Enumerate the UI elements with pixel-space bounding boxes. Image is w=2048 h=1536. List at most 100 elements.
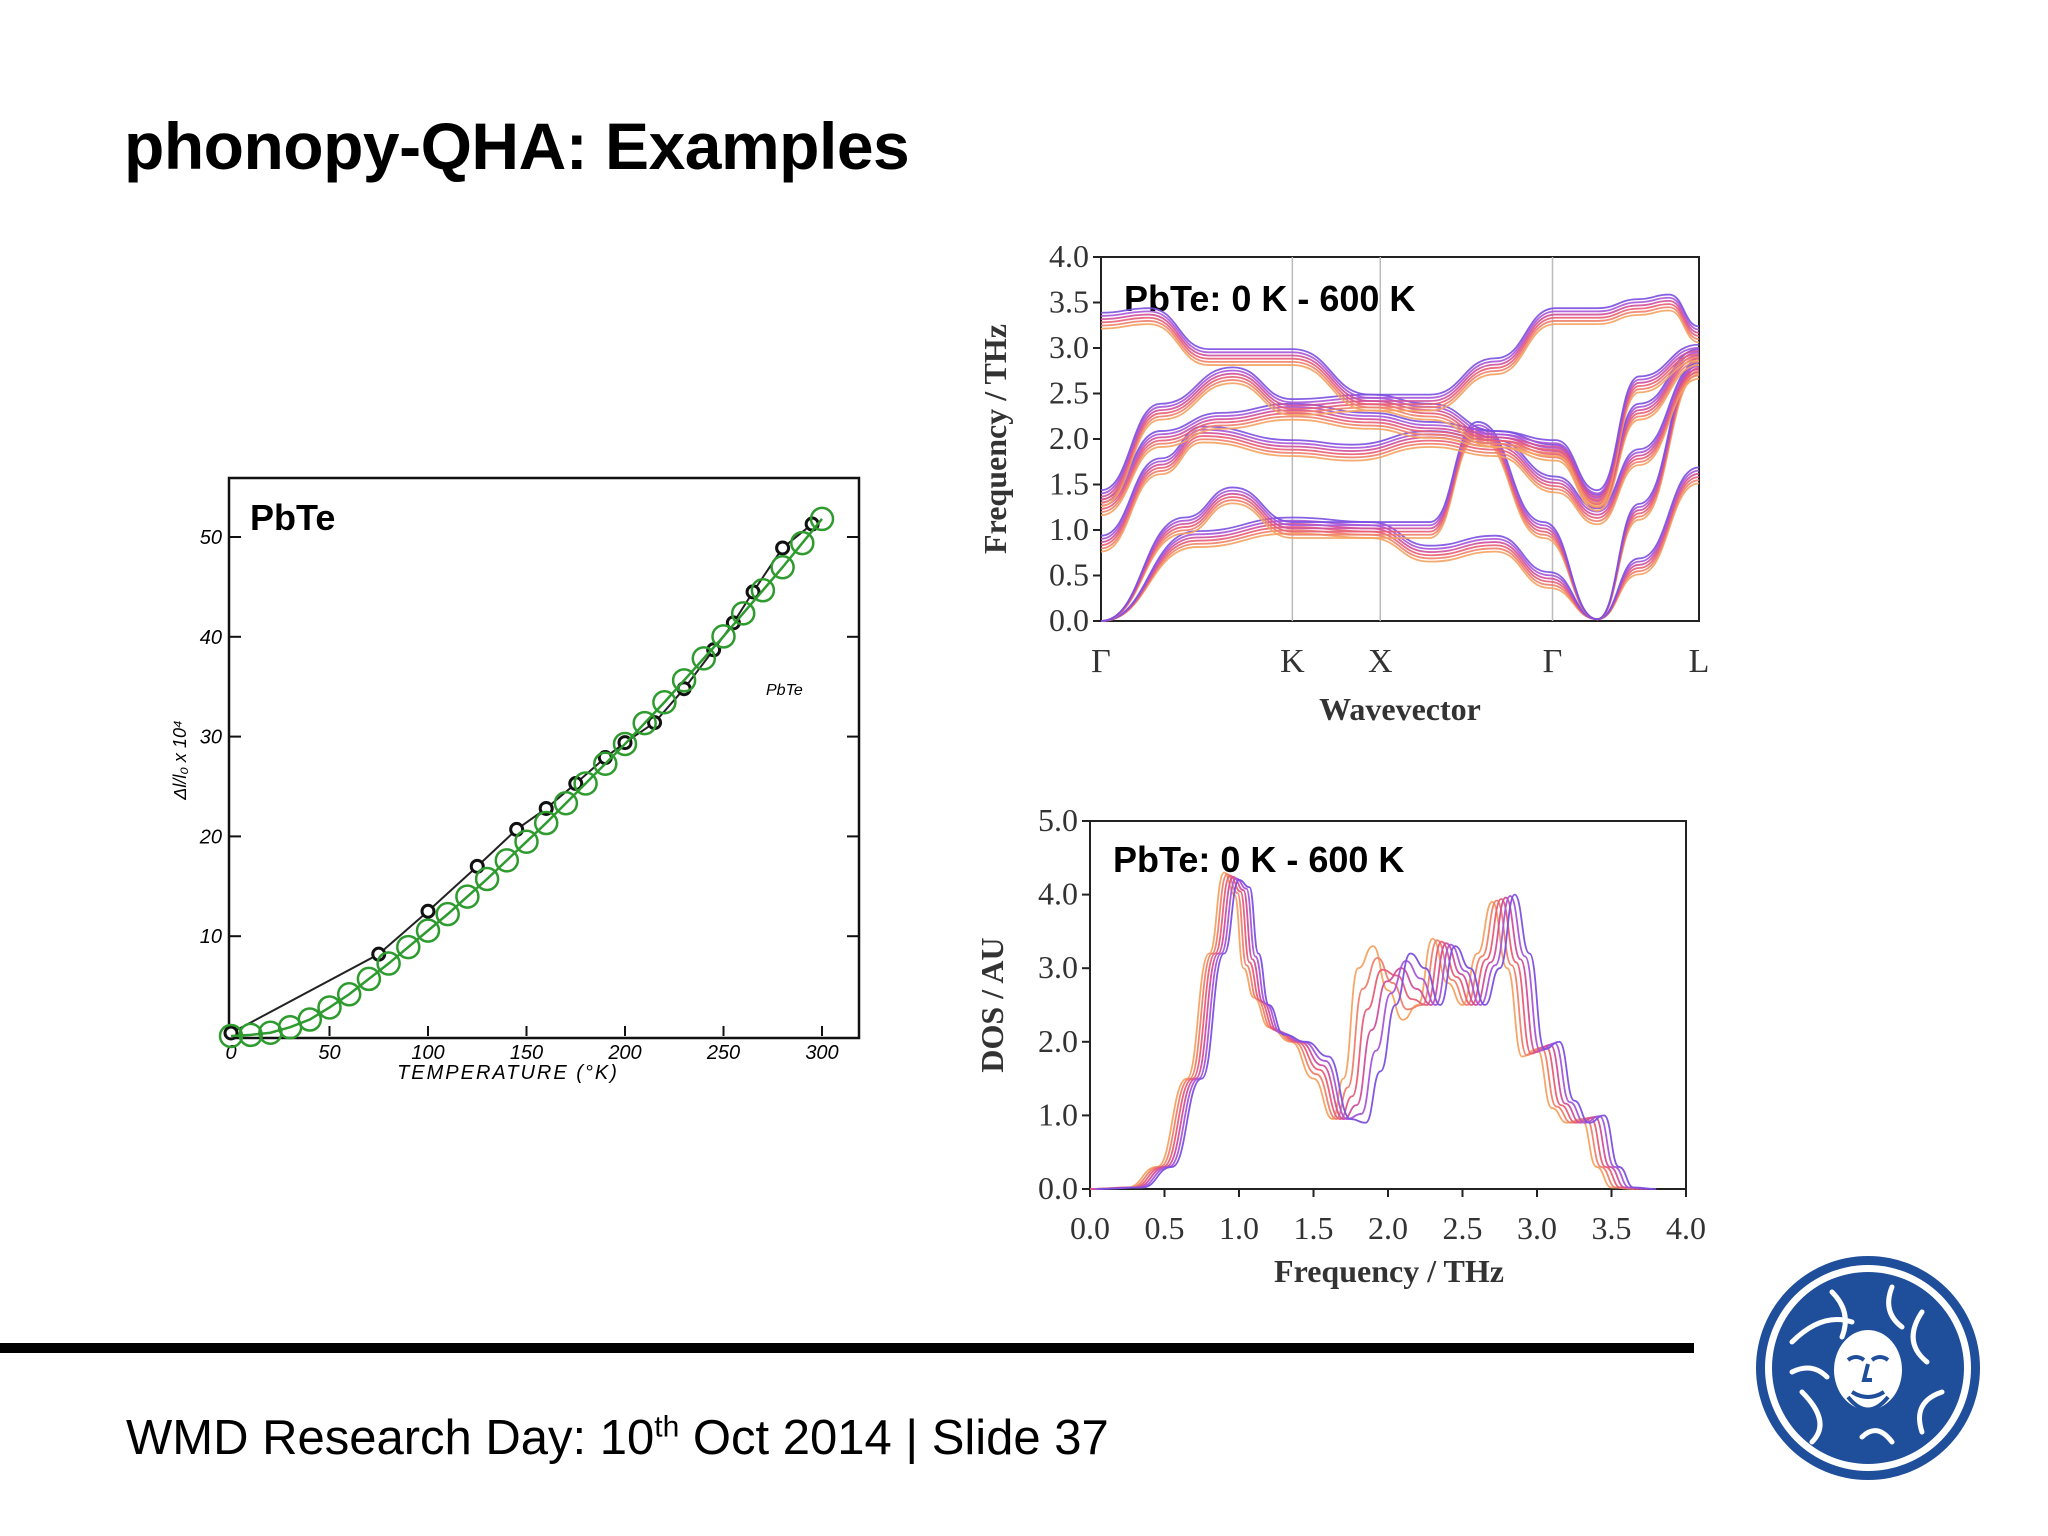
- phonon-band-line: [1100, 346, 1700, 495]
- phonon-band-line: [1100, 373, 1700, 622]
- overlay-label: PbTe: 0 K - 600 K: [1124, 278, 1415, 319]
- x-tick-label: 100: [411, 1042, 444, 1064]
- data-point-calculated: [238, 1022, 263, 1048]
- data-point-calculated: [218, 1023, 244, 1049]
- x-tick-label: 150: [510, 1042, 543, 1064]
- phonon-band-line: [1100, 293, 1700, 396]
- data-point-calculated: [514, 829, 539, 854]
- phonon-band-line: [1100, 296, 1700, 399]
- data-point-measured: [617, 735, 633, 751]
- data-point-calculated: [435, 901, 460, 927]
- data-point-measured: [420, 903, 436, 919]
- data-point-measured: [223, 1025, 239, 1041]
- y-tick-label: 1.0: [1038, 1096, 1078, 1132]
- data-point-calculated: [652, 690, 677, 715]
- phonon-band-line: [1100, 374, 1700, 550]
- data-point-calculated: [553, 791, 579, 816]
- phonon-band-line: [1100, 365, 1700, 540]
- x-axis-label: Wavevector: [1319, 691, 1481, 727]
- phonon-band-line: [1100, 368, 1700, 543]
- y-tick-label: 3.0: [1038, 949, 1078, 985]
- phonon-band-line: [1100, 357, 1700, 622]
- y-tick-label: 0.0: [1038, 1170, 1078, 1206]
- data-point-calculated: [573, 771, 598, 796]
- data-point-measured: [568, 776, 584, 792]
- data-point-calculated: [533, 810, 559, 836]
- x-tick-label: X: [1368, 643, 1393, 680]
- data-point-calculated: [671, 668, 697, 693]
- x-tick-label: 1.5: [1294, 1210, 1334, 1246]
- phonon-band-line: [1100, 351, 1700, 504]
- x-tick-label: Γ: [1543, 643, 1563, 680]
- phonon-band-line: [1100, 303, 1700, 406]
- phonon-band-line: [1100, 363, 1700, 622]
- data-point-calculated: [691, 646, 717, 671]
- phonon-band-line: [1100, 377, 1700, 553]
- data-point-calculated: [415, 918, 441, 943]
- data-point-measured: [647, 715, 663, 731]
- dos-curve: [1094, 877, 1652, 1190]
- phonon-band-line: [1100, 479, 1700, 622]
- x-tick-label: 1.0: [1219, 1210, 1259, 1246]
- x-tick-label: 300: [805, 1042, 838, 1064]
- inset-label: PbTe: [766, 682, 803, 699]
- phonon-band-line: [1100, 466, 1700, 622]
- y-axis-label: Δl/l₀ x 10⁴: [170, 720, 190, 800]
- phonon-band-line: [1100, 343, 1700, 492]
- phonon-band-line: [1100, 359, 1700, 508]
- phonon-band-line: [1100, 482, 1700, 622]
- data-point-measured: [706, 642, 722, 658]
- phonon-band-line: [1100, 360, 1700, 622]
- y-axis-label: Frequency / THz: [977, 324, 1013, 554]
- data-point-measured: [745, 584, 761, 600]
- phonon-band-line: [1100, 348, 1700, 501]
- dos-curve: [1089, 874, 1643, 1190]
- x-tick-label: 3.5: [1592, 1210, 1632, 1246]
- series-line-measured: [230, 523, 813, 1034]
- y-tick-label: 1.5: [1049, 466, 1089, 502]
- plot-frame: [227, 476, 861, 1040]
- data-point-calculated: [612, 731, 638, 757]
- data-point-measured: [509, 821, 525, 837]
- x-tick-label: 2.5: [1443, 1210, 1483, 1246]
- y-tick-label: 2.5: [1049, 375, 1089, 411]
- y-tick-label: 40: [200, 627, 222, 649]
- data-point-calculated: [593, 751, 618, 776]
- y-tick-label: 0.0: [1049, 602, 1089, 638]
- data-point-calculated: [258, 1020, 283, 1045]
- data-point-calculated: [770, 554, 795, 580]
- y-axis-label: DOS / AU: [974, 937, 1010, 1072]
- data-point-calculated: [711, 624, 736, 649]
- data-point-calculated: [750, 578, 776, 603]
- footer-divider: [0, 1343, 1694, 1353]
- footer-sup: th: [654, 1410, 680, 1444]
- overlay-label: PbTe: 0 K - 600 K: [1113, 839, 1404, 880]
- data-point-calculated: [277, 1014, 303, 1040]
- y-tick-label: 5.0: [1038, 802, 1078, 838]
- x-tick-label: 3.0: [1517, 1210, 1557, 1246]
- data-point-calculated: [632, 710, 657, 736]
- x-tick-label: L: [1689, 643, 1710, 680]
- data-point-calculated: [336, 982, 362, 1007]
- x-tick-label: K: [1280, 643, 1305, 680]
- phonon-band-line: [1100, 306, 1700, 409]
- dos-curve: [1091, 876, 1648, 1190]
- plot-frame: [1100, 256, 1700, 622]
- data-point-calculated: [396, 934, 421, 960]
- dos-curve: [1097, 878, 1657, 1190]
- footer-rest: Oct 2014 | Slide 37: [679, 1411, 1109, 1465]
- x-tick-label: 250: [706, 1042, 740, 1064]
- overlay-label: PbTe: [250, 497, 335, 538]
- y-tick-label: 2.0: [1038, 1023, 1078, 1059]
- data-point-calculated: [455, 884, 480, 909]
- phonon-band-line: [1100, 354, 1700, 507]
- phonon-band-line: [1100, 476, 1700, 622]
- x-tick-label: 4.0: [1666, 1210, 1706, 1246]
- y-tick-label: 3.5: [1049, 284, 1089, 320]
- y-tick-label: 1.0: [1049, 511, 1089, 547]
- phonon-band-line: [1100, 356, 1700, 504]
- data-point-calculated: [297, 1007, 323, 1032]
- phonon-band-line: [1100, 350, 1700, 498]
